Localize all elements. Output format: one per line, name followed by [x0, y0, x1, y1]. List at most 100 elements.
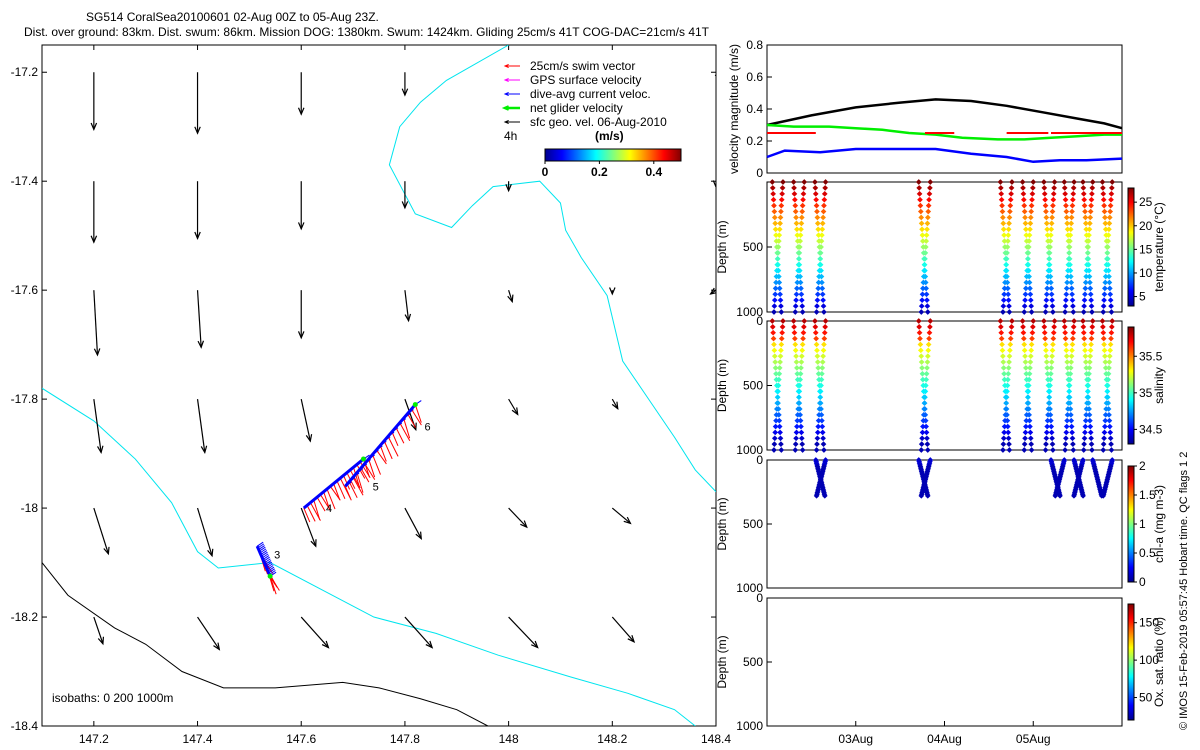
sfc-velocity-arrow-head — [611, 401, 619, 410]
chla-section-colorbar-tick-label: 1 — [1139, 517, 1146, 531]
temperature-section-sample — [924, 309, 931, 315]
salinity-section-sample — [1068, 423, 1075, 430]
sfc-velocity-arrow — [611, 398, 619, 409]
temperature-section-sample — [774, 261, 781, 268]
salinity-section-sample — [1045, 406, 1052, 412]
temperature-section-sample — [773, 273, 780, 280]
map-axes-box — [41, 44, 717, 727]
temperature-section-sample — [1008, 190, 1014, 197]
temperature-section-sample — [1099, 179, 1106, 185]
sfc-velocity-arrow — [508, 507, 528, 528]
temperature-section-sample — [1021, 309, 1028, 315]
swim-vector — [344, 486, 352, 501]
salinity-section-sample — [1000, 359, 1007, 365]
salinity-section-sample — [1084, 394, 1091, 401]
temperature-section-sample — [1070, 303, 1076, 309]
salinity-section-sample — [798, 353, 805, 360]
temperature-section-sample — [772, 220, 779, 227]
salinity-section-sample — [816, 406, 823, 412]
salinity-section-sample — [792, 447, 799, 453]
temperature-section-sample — [1089, 179, 1096, 185]
salinity-section-sample — [1087, 359, 1093, 365]
salinity-section-sample — [1088, 441, 1095, 447]
temperature-section-sample — [801, 185, 807, 191]
temperature-section-sample — [1069, 202, 1076, 209]
temperature-section-sample — [820, 214, 826, 221]
temperature-section-sample — [776, 226, 783, 233]
legend-colorbar-tick-label: 0.4 — [645, 165, 662, 179]
salinity-section-sample — [769, 318, 776, 324]
temperature-section-sample — [1102, 214, 1108, 221]
salinity-section-sample — [1005, 365, 1012, 371]
salinity-section-sample — [798, 429, 805, 436]
temperature-section-sample — [818, 244, 824, 250]
temperature-section-sample — [819, 226, 826, 233]
salinity-section-sample — [1088, 335, 1095, 342]
salinity-section-sample — [921, 406, 927, 412]
swim-vector — [323, 491, 331, 510]
salinity-section-sample — [1068, 411, 1074, 418]
salinity-section-sample — [1105, 370, 1112, 377]
temperature-section-sample — [1102, 285, 1108, 292]
salinity-section-sample — [791, 324, 797, 330]
temperature-section-sample — [1007, 196, 1014, 203]
swim-vector — [352, 476, 364, 496]
temperature-section-sample — [1048, 291, 1055, 298]
legend-interval: 4h — [504, 129, 517, 143]
salinity-section-sample — [1107, 435, 1114, 442]
oxygen-section-y-tick-label: 0 — [756, 591, 763, 605]
temperature-section-sample — [796, 244, 803, 250]
map-x-tick-label: 148.4 — [701, 732, 731, 746]
temperature-section-sample — [916, 190, 923, 197]
salinity-section-sample — [819, 429, 826, 436]
temperature-section-sample — [1044, 226, 1051, 233]
temperature-section-sample — [1108, 196, 1114, 203]
velocity-ylabel: velocity magnitude (m/s) — [727, 44, 741, 174]
salinity-section-sample — [1044, 370, 1051, 377]
temperature-section-sample — [1064, 226, 1071, 233]
chla-section-sample — [1080, 493, 1086, 499]
temperature-section-sample — [819, 291, 826, 298]
salinity-section-sample — [1023, 423, 1029, 430]
temperature-section-sample — [1048, 232, 1054, 239]
salinity-section-sample — [1026, 376, 1032, 383]
salinity-section-sample — [819, 423, 826, 430]
swim-vector — [376, 449, 387, 465]
salinity-section-sample — [1023, 370, 1030, 377]
salinity-section-sample — [1102, 365, 1109, 371]
temperature-section-sample — [772, 291, 779, 298]
salinity-section-sample — [917, 341, 924, 348]
salinity-section-sample — [1003, 394, 1010, 401]
salinity-section-sample — [1026, 417, 1033, 424]
map-y-tick-label: -18.4 — [11, 719, 39, 733]
temperature-section-sample — [925, 202, 932, 209]
salinity-section-sample — [776, 417, 783, 424]
temperature-section-sample — [799, 303, 806, 309]
swim-vector — [395, 427, 405, 444]
velocity-series-2 — [766, 147, 1123, 164]
salinity-section-sample — [772, 365, 779, 371]
time-x-tick-label: 03Aug — [838, 732, 873, 746]
temperature-section-sample — [818, 238, 825, 244]
temperature-section-sample — [773, 232, 779, 239]
temperature-section-sample — [797, 238, 804, 244]
temperature-section-sample — [1089, 185, 1096, 191]
salinity-section-sample — [776, 423, 783, 430]
salinity-section-sample — [774, 406, 780, 412]
temperature-section-sample — [1084, 250, 1091, 256]
sfc-velocity-arrow — [715, 72, 716, 74]
salinity-section-sample — [1004, 382, 1011, 389]
oxygen-section-ylabel: Depth (m) — [715, 635, 729, 688]
chla-section-colorbar — [1127, 465, 1135, 583]
salinity-section-sample — [800, 335, 806, 342]
salinity-section-sample — [916, 329, 923, 336]
salinity-section-sample — [793, 429, 800, 436]
temperature-section-sample — [1047, 238, 1054, 244]
temperature-section-sample — [1062, 303, 1069, 309]
temperature-section-sample — [1007, 208, 1013, 215]
salinity-section-sample — [1107, 423, 1113, 430]
salinity-section-sample — [1048, 423, 1055, 430]
temperature-section-sample — [817, 250, 824, 256]
salinity-section-sample — [1045, 400, 1052, 406]
salinity-section-sample — [1028, 341, 1035, 348]
